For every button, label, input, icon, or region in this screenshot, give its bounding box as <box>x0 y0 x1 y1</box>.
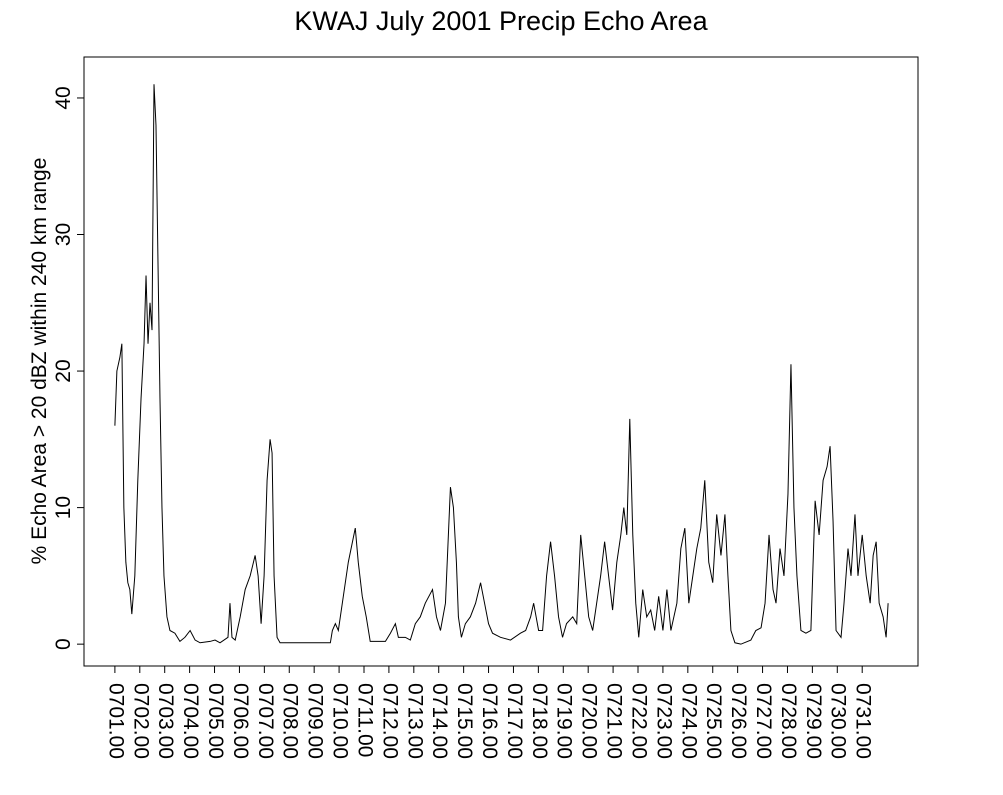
y-tick-label: 20 <box>52 359 75 382</box>
x-tick-label: 0727.00 <box>752 683 775 759</box>
data-line <box>114 84 889 645</box>
x-tick-label: 0726.00 <box>727 683 750 759</box>
y-tick-label: 0 <box>52 638 75 650</box>
x-tick-label: 0701.00 <box>104 683 127 759</box>
x-tick-label: 0724.00 <box>677 683 700 759</box>
x-tick-label: 0722.00 <box>627 683 650 759</box>
chart-title: KWAJ July 2001 Precip Echo Area <box>294 6 708 36</box>
x-tick-label: 0714.00 <box>428 683 451 759</box>
x-tick-label: 0708.00 <box>279 683 302 759</box>
x-tick-label: 0702.00 <box>129 683 152 759</box>
x-tick-label: 0721.00 <box>603 683 626 759</box>
x-tick-label: 0730.00 <box>827 683 850 759</box>
x-tick-label: 0710.00 <box>329 683 352 759</box>
plot-frame <box>83 56 919 667</box>
x-tick-label: 0719.00 <box>553 683 576 759</box>
y-axis-label: % Echo Area > 20 dBZ within 240 km range <box>28 158 51 565</box>
y-tick-label: 40 <box>52 86 75 109</box>
x-tick-label: 0729.00 <box>802 683 825 759</box>
x-tick-label: 0720.00 <box>578 683 601 759</box>
x-tick-label: 0728.00 <box>777 683 800 759</box>
x-tick-label: 0704.00 <box>179 683 202 759</box>
x-tick-label: 0707.00 <box>254 683 277 759</box>
x-tick-label: 0709.00 <box>304 683 327 759</box>
x-tick-label: 0713.00 <box>403 683 426 759</box>
x-tick-label: 0715.00 <box>453 683 476 759</box>
y-tick-label: 30 <box>52 223 75 246</box>
x-tick-label: 0718.00 <box>528 683 551 759</box>
x-tick-label: 0725.00 <box>702 683 725 759</box>
x-tick-label: 0716.00 <box>478 683 501 759</box>
x-tick-label: 0731.00 <box>852 683 875 759</box>
x-tick-label: 0706.00 <box>229 683 252 759</box>
x-tick-label: 0711.00 <box>353 683 376 757</box>
x-tick-label: 0712.00 <box>378 683 401 759</box>
x-tick-label: 0717.00 <box>503 683 526 759</box>
x-tick-label: 0705.00 <box>204 683 227 759</box>
y-tick-label: 10 <box>52 496 75 519</box>
x-tick-label: 0703.00 <box>154 683 177 759</box>
x-tick-label: 0723.00 <box>652 683 675 759</box>
